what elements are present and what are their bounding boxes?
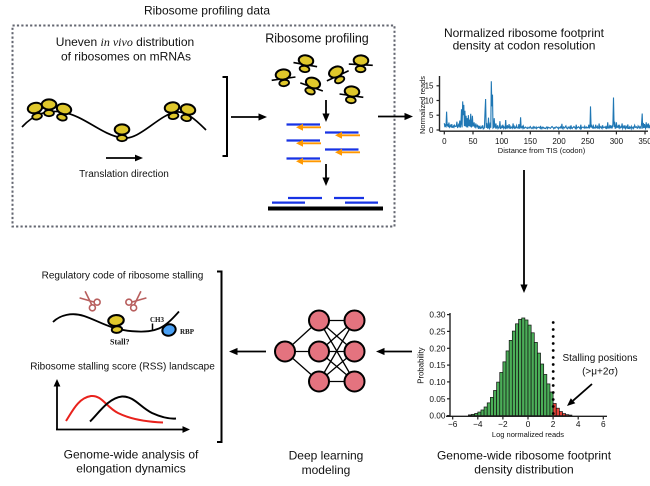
svg-text:2: 2 [551, 419, 556, 429]
svg-text:10: 10 [425, 96, 434, 105]
svg-text:150: 150 [524, 137, 538, 146]
svg-text:0.20: 0.20 [429, 343, 446, 353]
svg-text:50: 50 [469, 137, 478, 146]
svg-text:−4: −4 [473, 419, 483, 429]
svg-text:−6: −6 [448, 419, 458, 429]
svg-text:0.00: 0.00 [429, 411, 446, 421]
svg-text:6: 6 [601, 419, 606, 429]
svg-text:Translation direction: Translation direction [79, 169, 169, 180]
svg-text:0.10: 0.10 [429, 377, 446, 387]
svg-text:350: 350 [638, 137, 650, 146]
svg-text:−2: −2 [498, 419, 508, 429]
svg-text:0.25: 0.25 [429, 326, 446, 336]
svg-text:Stall?: Stall? [110, 338, 130, 347]
svg-text:of ribosomes on mRNAs: of ribosomes on mRNAs [61, 50, 191, 64]
svg-text:modeling: modeling [302, 463, 351, 477]
svg-text:Uneven in vivo distribution: Uneven in vivo distribution [56, 35, 194, 49]
svg-text:4: 4 [576, 419, 581, 429]
svg-text:300: 300 [610, 137, 624, 146]
svg-text:0: 0 [429, 126, 434, 135]
svg-text:Normalized reads: Normalized reads [418, 76, 427, 134]
svg-text:Deep learning: Deep learning [289, 449, 364, 463]
svg-text:elongation dynamics: elongation dynamics [76, 461, 185, 475]
svg-text:(>μ+2σ): (>μ+2σ) [582, 367, 618, 378]
svg-text:Genome-wide ribosome footprint: Genome-wide ribosome footprint [437, 449, 612, 463]
svg-text:0: 0 [442, 137, 447, 146]
svg-text:Regulatory code of ribosome st: Regulatory code of ribosome stalling [42, 270, 204, 281]
svg-text:250: 250 [581, 137, 595, 146]
svg-text:0.30: 0.30 [429, 310, 446, 320]
svg-text:200: 200 [552, 137, 566, 146]
svg-text:Probability: Probability [417, 347, 426, 384]
svg-text:0.15: 0.15 [429, 360, 446, 370]
svg-text:RBP: RBP [180, 328, 195, 336]
svg-text:0: 0 [526, 419, 531, 429]
svg-text:Normalized ribosome footprint: Normalized ribosome footprint [444, 26, 605, 40]
svg-text:100: 100 [495, 137, 509, 146]
svg-text:Genome-wide analysis of: Genome-wide analysis of [64, 448, 199, 462]
svg-text:density distribution: density distribution [474, 463, 573, 477]
svg-text:Ribosome profiling: Ribosome profiling [265, 32, 369, 46]
svg-text:0.05: 0.05 [429, 394, 446, 404]
svg-text:5: 5 [429, 111, 434, 120]
svg-text:Stalling positions: Stalling positions [562, 353, 637, 364]
svg-text:Distance from TIS (codon): Distance from TIS (codon) [498, 146, 586, 155]
svg-text:Log normalized reads: Log normalized reads [492, 430, 564, 439]
svg-text:Ribosome stalling score (RSS): Ribosome stalling score (RSS) landscape [30, 361, 215, 372]
svg-text:density at codon resolution: density at codon resolution [453, 39, 596, 53]
svg-text:Ribosome profiling data: Ribosome profiling data [144, 4, 270, 18]
svg-text:15: 15 [425, 82, 434, 91]
svg-text:CH3: CH3 [150, 316, 165, 324]
